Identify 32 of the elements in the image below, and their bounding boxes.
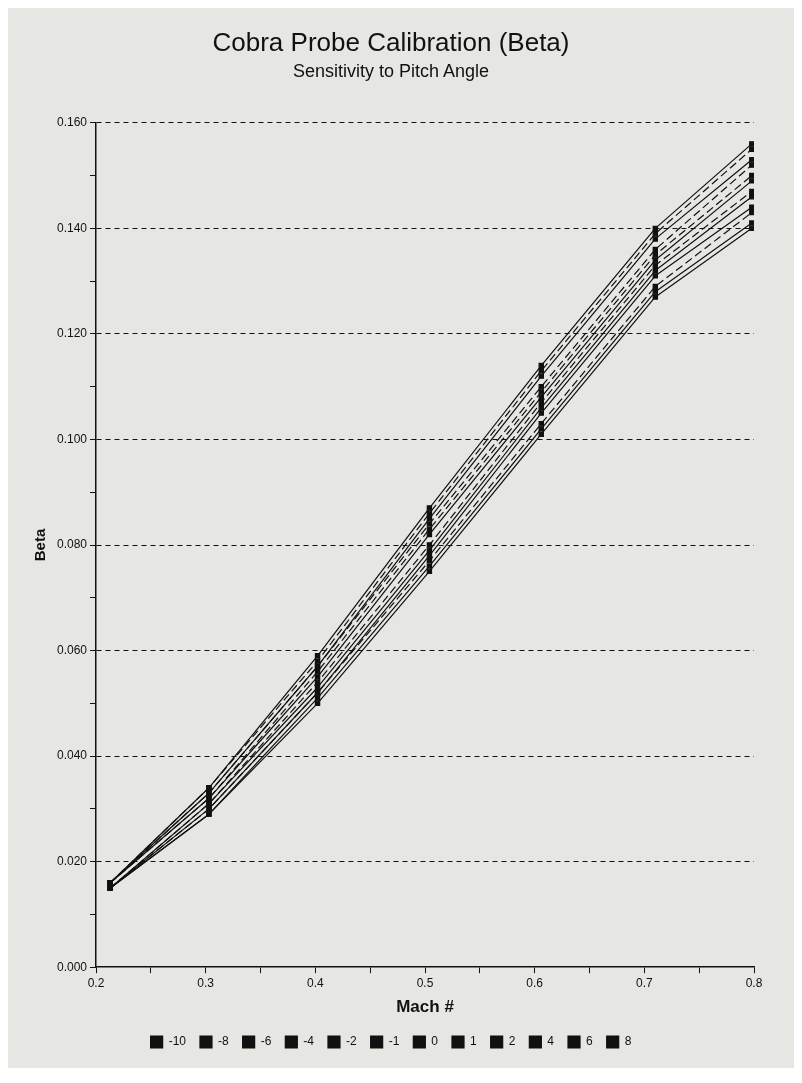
y-tick-label: 0.160 bbox=[57, 115, 88, 130]
legend-label: 2 bbox=[508, 1034, 516, 1049]
y-tick-label: 0.040 bbox=[57, 748, 88, 763]
legend-label: -6 bbox=[260, 1034, 272, 1049]
legend-label: -2 bbox=[345, 1034, 357, 1049]
x-tick-label: 0.6 bbox=[526, 975, 544, 990]
y-tick-label: 0.100 bbox=[57, 431, 88, 446]
legend-label: 6 bbox=[586, 1034, 594, 1049]
legend-label: -8 bbox=[217, 1034, 229, 1049]
x-tick-label: 0.4 bbox=[307, 975, 325, 990]
legend-label: -10 bbox=[168, 1034, 187, 1049]
chart-title: Cobra Probe Calibration (Beta) bbox=[212, 26, 570, 57]
x-tick-label: 0.2 bbox=[87, 975, 105, 990]
x-tick-label: 0.5 bbox=[416, 975, 434, 990]
x-axis-title: Mach # bbox=[396, 997, 455, 1017]
y-tick-label: 0.020 bbox=[57, 853, 88, 868]
y-tick-label: 0.140 bbox=[57, 220, 88, 235]
y-tick-label: 0.120 bbox=[57, 326, 88, 341]
legend-label: 4 bbox=[547, 1034, 555, 1049]
y-tick-label: 0.060 bbox=[57, 642, 88, 657]
x-tick-label: 0.3 bbox=[197, 975, 215, 990]
legend-label: 8 bbox=[624, 1034, 632, 1049]
y-tick-label: 0.080 bbox=[57, 537, 88, 552]
x-tick-label: 0.8 bbox=[745, 975, 763, 990]
legend-label: 0 bbox=[431, 1034, 439, 1049]
legend-label: 1 bbox=[470, 1034, 477, 1049]
x-tick-label: 0.7 bbox=[635, 975, 653, 990]
y-axis-title: Beta bbox=[31, 528, 49, 562]
legend-label: -1 bbox=[388, 1034, 400, 1049]
chart-subtitle: Sensitivity to Pitch Angle bbox=[292, 60, 490, 81]
legend-label: -4 bbox=[303, 1034, 315, 1049]
y-tick-label: 0.000 bbox=[57, 959, 88, 974]
